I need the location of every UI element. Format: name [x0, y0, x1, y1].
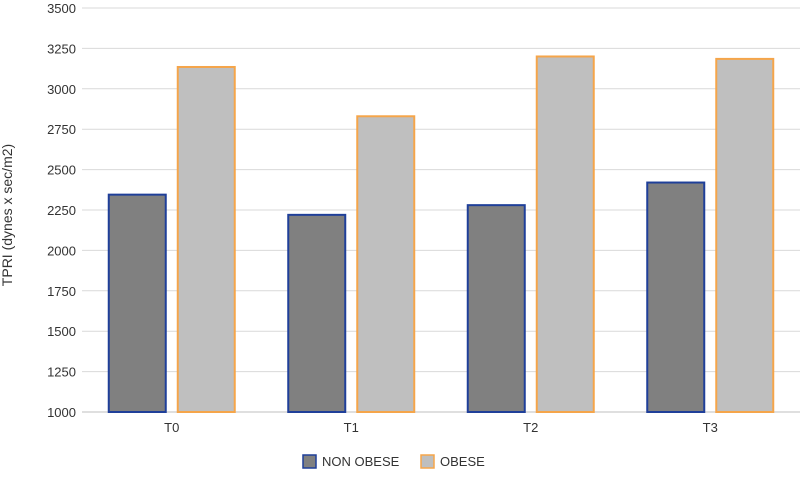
y-tick-label: 1500 — [47, 324, 76, 339]
y-tick-label: 3250 — [47, 41, 76, 56]
legend: NON OBESE OBESE — [302, 454, 485, 469]
x-tick-label: T2 — [523, 420, 538, 435]
legend-label-obese: OBESE — [440, 454, 485, 469]
y-tick-label: 2250 — [47, 203, 76, 218]
bar-non-obese-t2 — [466, 204, 526, 413]
bar-obese-t1 — [356, 115, 416, 413]
bar-non-obese-t1 — [287, 213, 347, 413]
y-tick-label: 2000 — [47, 243, 76, 258]
bar-non-obese-t0 — [107, 193, 167, 413]
legend-label-non-obese: NON OBESE — [322, 454, 400, 469]
y-tick-label: 3500 — [47, 1, 76, 16]
legend-swatch-non-obese — [302, 454, 317, 469]
y-axis-title: TPRI (dynes x sec/m2) — [0, 144, 15, 286]
y-tick-label: 1000 — [47, 405, 76, 420]
y-tick-label: 1750 — [47, 284, 76, 299]
legend-swatch-obese — [420, 454, 435, 469]
y-tick-label: 2500 — [47, 163, 76, 178]
x-tick-label: T1 — [344, 420, 359, 435]
bars — [107, 55, 775, 414]
bar-obese-t2 — [535, 55, 595, 413]
x-axis-ticks: T0 T1 T2 T3 — [164, 420, 718, 435]
x-tick-label: T0 — [164, 420, 179, 435]
bar-obese-t0 — [176, 65, 236, 413]
y-tick-label: 3000 — [47, 82, 76, 97]
y-tick-label: 2750 — [47, 122, 76, 137]
bar-obese-t3 — [715, 57, 775, 414]
bar-non-obese-t3 — [646, 181, 706, 413]
y-axis-ticks: 1000 1250 1500 1750 2000 2250 2500 2750 3000 3250… — [47, 1, 76, 420]
x-tick-label: T3 — [703, 420, 718, 435]
y-tick-label: 1250 — [47, 365, 76, 380]
